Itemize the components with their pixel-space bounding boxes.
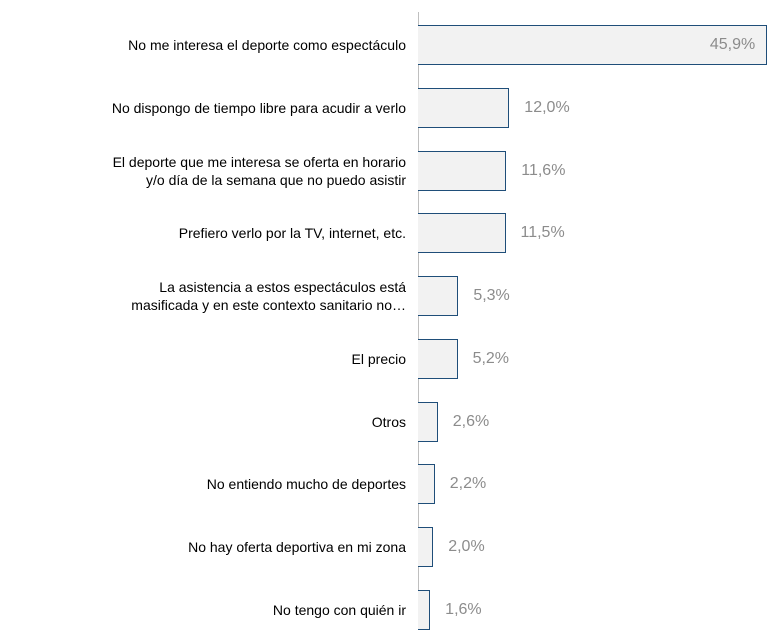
value-label: 5,3% bbox=[473, 287, 510, 305]
value-label: 5,2% bbox=[472, 349, 510, 367]
value-label: 2,6% bbox=[452, 412, 490, 430]
category-label: El precio bbox=[351, 350, 406, 367]
bar bbox=[418, 213, 506, 254]
bar bbox=[418, 150, 507, 191]
category-label: Otros bbox=[371, 413, 406, 430]
category-label: No hay oferta deportiva en mi zona bbox=[188, 538, 406, 555]
bar bbox=[418, 88, 510, 129]
value-label: 45,9% bbox=[709, 36, 756, 54]
bar bbox=[418, 276, 459, 317]
bar bbox=[418, 526, 434, 567]
bar bbox=[418, 338, 458, 379]
value-label: 11,6% bbox=[521, 161, 566, 179]
value-label: 2,0% bbox=[448, 537, 485, 555]
value-label: 1,6% bbox=[445, 600, 482, 618]
category-label: Prefiero verlo por la TV, internet, etc. bbox=[178, 225, 406, 242]
category-label: El deporte que me interesa se oferta en … bbox=[112, 153, 406, 188]
category-label: No dispongo de tiempo libre para acudir … bbox=[111, 100, 406, 117]
bar bbox=[418, 589, 431, 630]
value-label: 2,2% bbox=[449, 475, 487, 493]
bar bbox=[418, 401, 438, 442]
value-label: 11,5% bbox=[520, 224, 565, 242]
bar bbox=[418, 464, 435, 505]
category-label: No entiendo mucho de deportes bbox=[206, 476, 406, 493]
value-label: 12,0% bbox=[524, 99, 570, 117]
category-label: No me interesa el deporte como espectácu… bbox=[128, 37, 406, 54]
category-label: La asistencia a estos espectáculos está … bbox=[131, 279, 406, 314]
category-label: No tengo con quién ir bbox=[272, 601, 406, 618]
bar bbox=[418, 25, 768, 66]
axis-line bbox=[418, 12, 419, 628]
